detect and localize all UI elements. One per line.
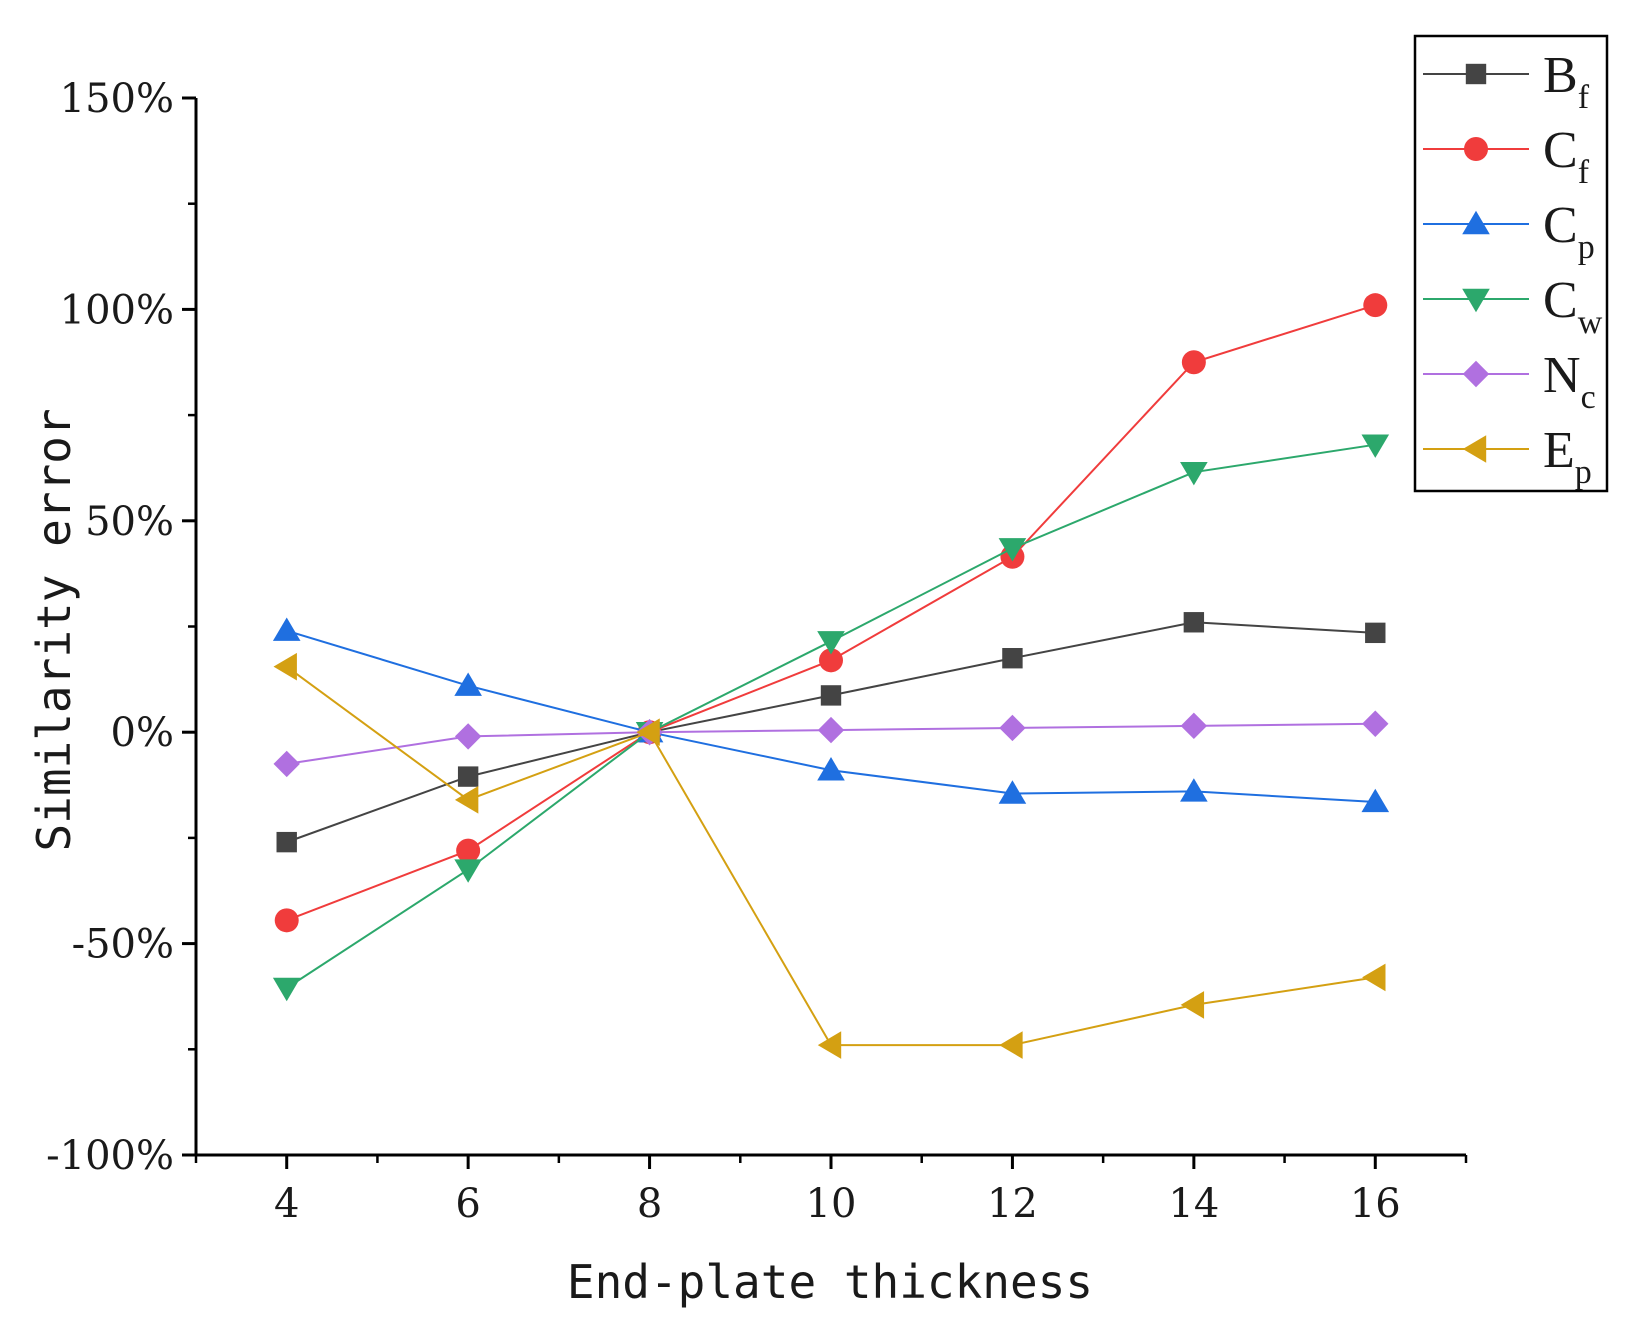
data-point (1180, 712, 1208, 740)
data-point (998, 780, 1027, 804)
data-point (1183, 612, 1205, 633)
data-point (817, 631, 845, 655)
legend-subscript: w (1578, 304, 1603, 341)
legend-box (1413, 34, 1609, 493)
legend-marker (1465, 63, 1487, 85)
data-point (1361, 788, 1390, 813)
legend-marker (1462, 435, 1487, 463)
data-point (273, 750, 300, 778)
y-tick-label: 100% (60, 287, 174, 333)
data-point (272, 977, 301, 1002)
series-ep (273, 652, 1386, 1059)
legend-marker (1462, 210, 1490, 235)
data-point (817, 757, 845, 781)
y-tick-label: 150% (60, 76, 174, 122)
legend-marker (1462, 288, 1490, 313)
data-point (1362, 710, 1389, 737)
x-tick-label: 6 (455, 1181, 480, 1227)
y-tick-label: -100% (46, 1133, 174, 1179)
x-axis-title: End-plate thickness (567, 1255, 1093, 1309)
y-tick-label: -50% (72, 922, 174, 968)
data-point (454, 786, 479, 814)
legend-subscript: c (1581, 379, 1596, 416)
plot-series (272, 293, 1390, 1059)
data-point (273, 652, 297, 681)
series-cf (274, 293, 1388, 933)
series-cw (272, 434, 1390, 1002)
x-tick-label: 16 (1350, 1181, 1401, 1227)
y-tick-label: 50% (85, 499, 174, 545)
legend-marker (1462, 360, 1490, 388)
data-point (820, 685, 842, 706)
data-point (1180, 461, 1208, 486)
data-point (457, 766, 479, 787)
legend-marker (1464, 137, 1488, 161)
data-point (817, 1031, 842, 1059)
data-point (636, 718, 660, 746)
data-point (454, 723, 482, 750)
data-point (1363, 293, 1388, 318)
legend-subscript: f (1578, 79, 1590, 116)
legend-subscript: f (1578, 154, 1590, 191)
data-point (274, 908, 299, 933)
legend-subscript: p (1575, 454, 1592, 491)
data-point (999, 1031, 1023, 1059)
series-line (286, 304, 1376, 922)
data-point (1361, 434, 1390, 458)
data-point (998, 538, 1027, 562)
x-tick-label: 10 (806, 1181, 857, 1227)
data-point (817, 716, 845, 744)
x-tick-label: 14 (1168, 1181, 1219, 1227)
data-point (1181, 350, 1206, 375)
data-point (1362, 963, 1386, 992)
data-point (1180, 778, 1208, 802)
data-point (456, 838, 481, 863)
data-point (999, 714, 1026, 742)
data-point (1180, 991, 1205, 1019)
data-point (454, 859, 482, 883)
series-line (286, 443, 1376, 989)
data-point (1365, 622, 1386, 644)
data-point (276, 831, 297, 853)
data-point (454, 672, 482, 696)
legend-subscript: p (1578, 229, 1595, 266)
y-tick-label: 0% (111, 710, 174, 756)
x-tick-label: 4 (274, 1181, 299, 1227)
axes: -100% -50% 0% 50% 100% 150% 4 6 8 10 12 14 16 (46, 76, 1468, 1227)
data-point (1002, 648, 1023, 669)
x-tick-label: 8 (637, 1181, 662, 1227)
y-axis-title: Similarity error (27, 408, 81, 851)
x-tick-label: 12 (987, 1181, 1038, 1227)
data-point (819, 648, 843, 673)
data-point (272, 617, 301, 641)
